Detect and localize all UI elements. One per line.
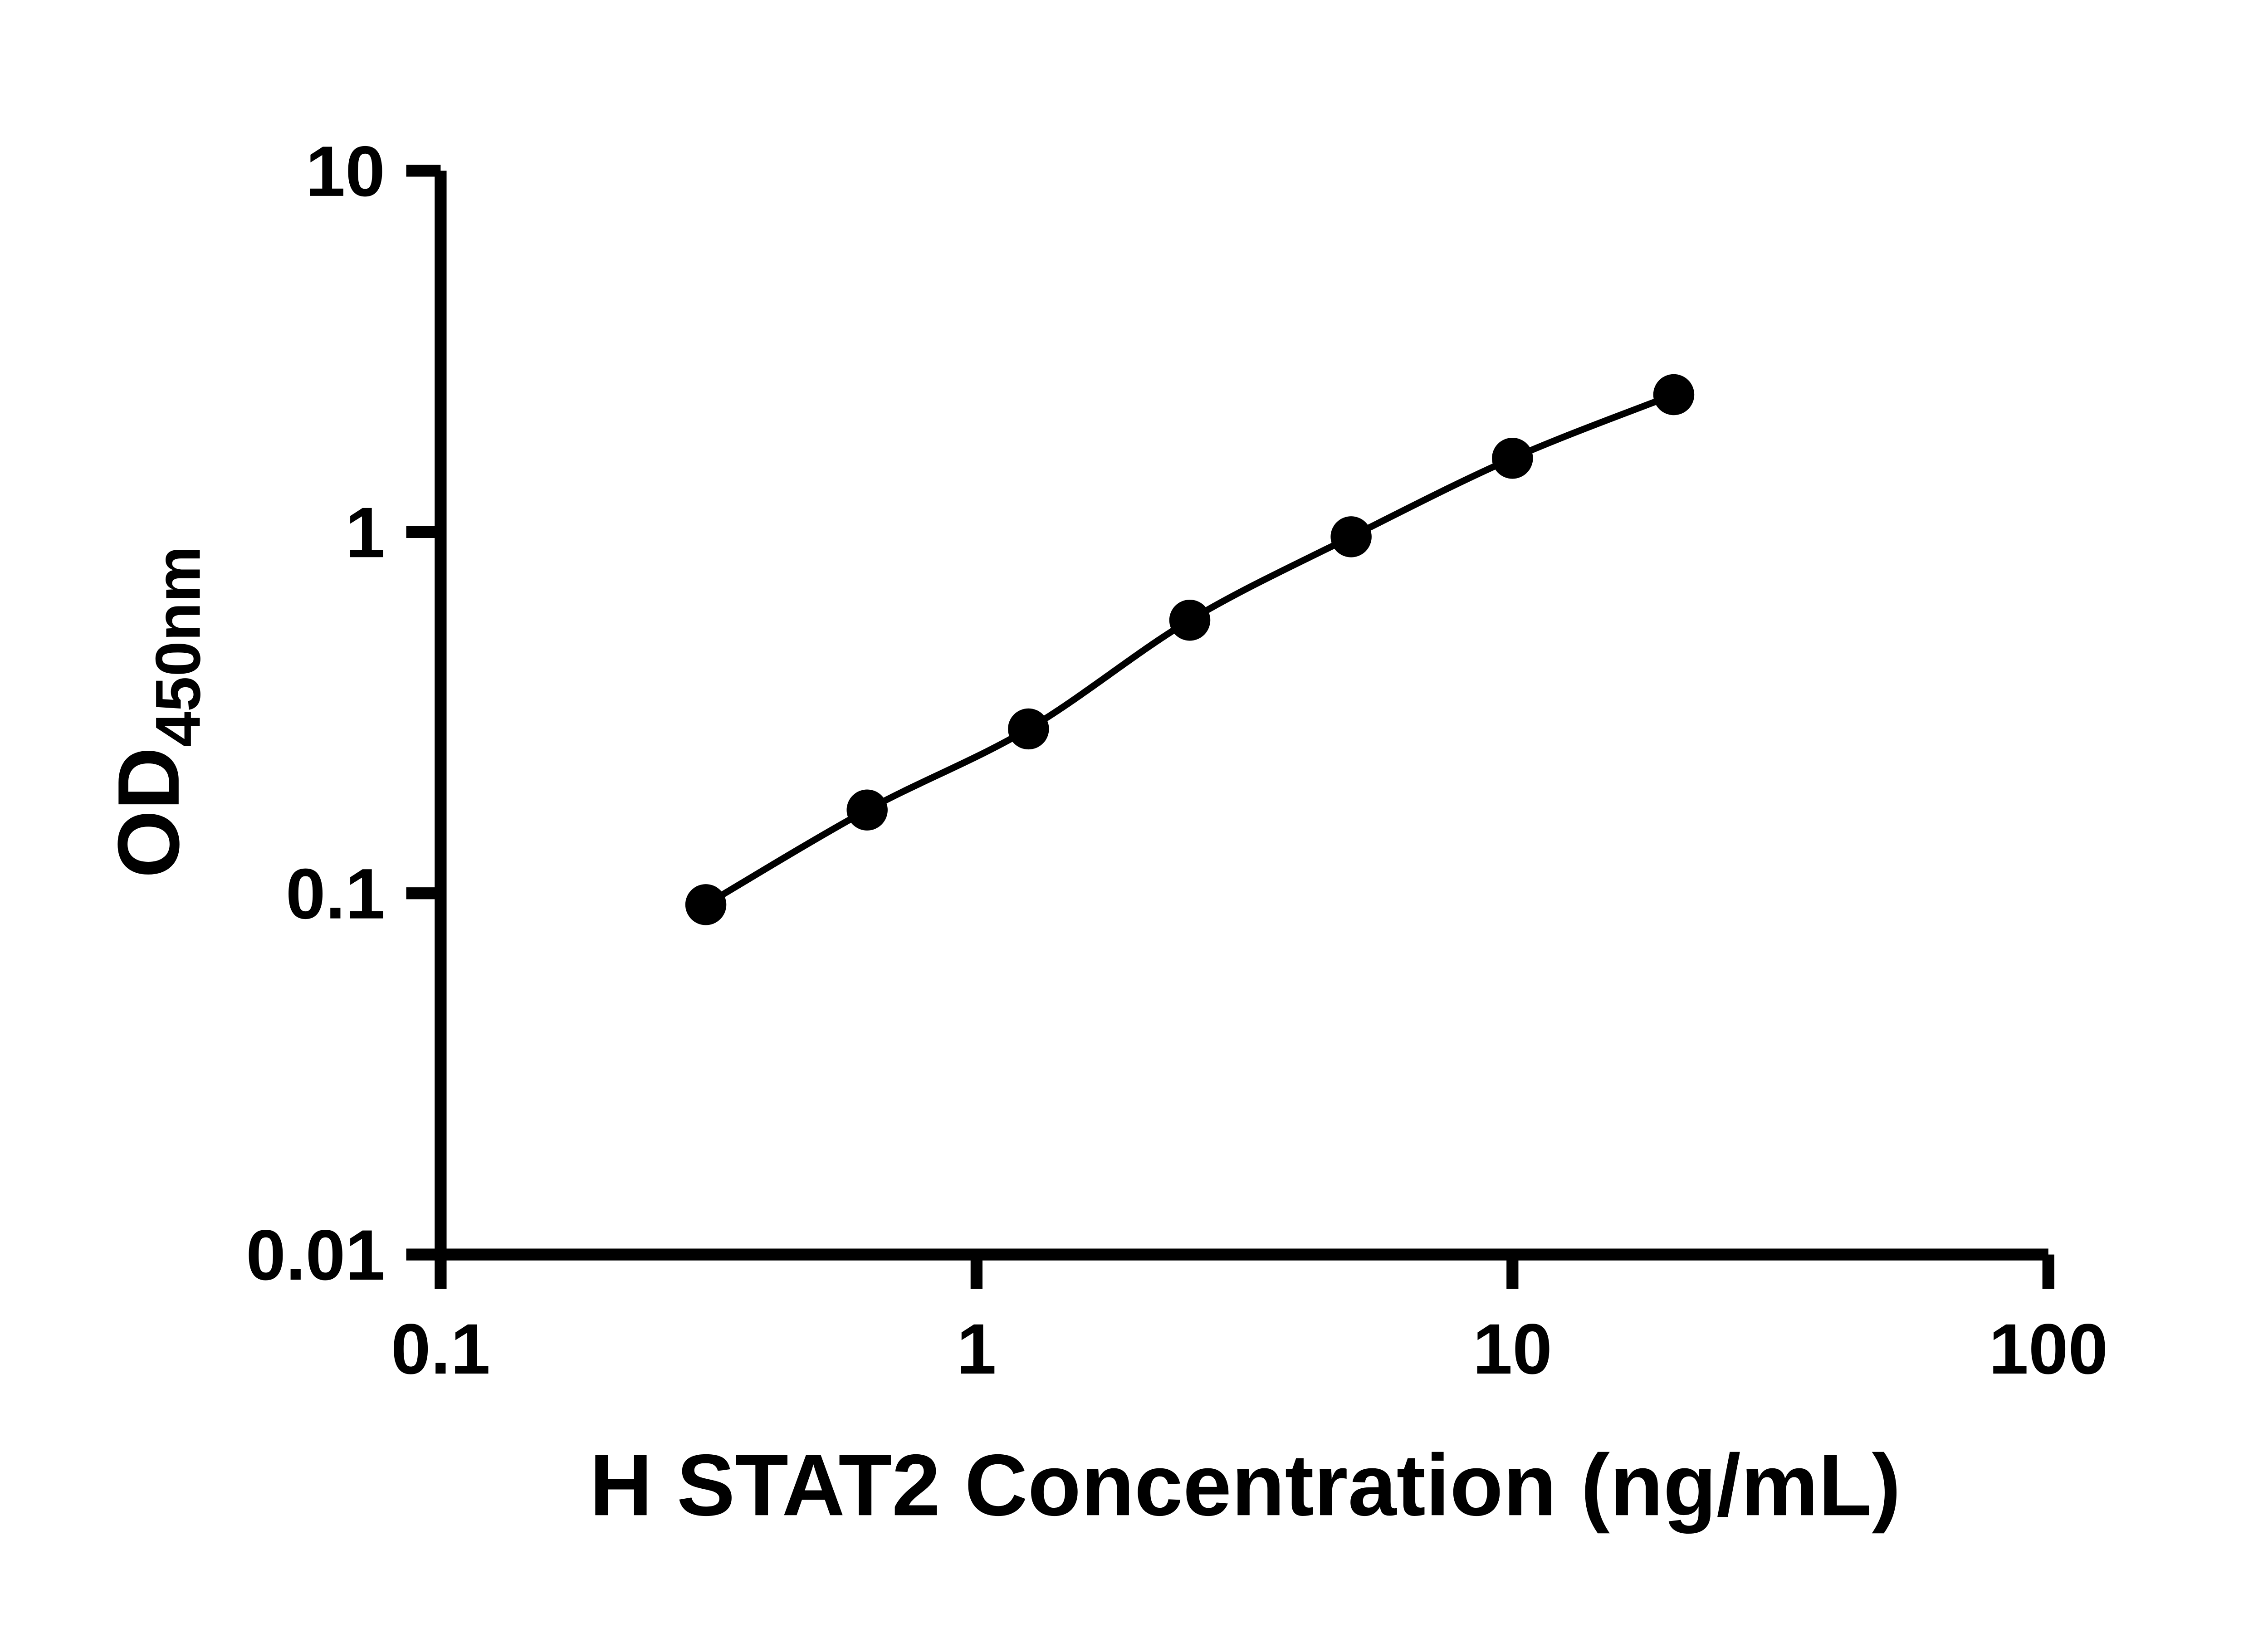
series-layer bbox=[685, 374, 1695, 925]
data-point bbox=[1008, 708, 1049, 750]
x-axis-tick-label: 10 bbox=[1473, 1309, 1552, 1389]
y-axis-title: OD450nm bbox=[100, 546, 214, 878]
y-axis-tick-label: 1 bbox=[345, 493, 385, 572]
x-axis-title: H STAT2 Concentration (ng/mL) bbox=[589, 1436, 1901, 1534]
data-point bbox=[1330, 516, 1372, 557]
data-point bbox=[846, 789, 888, 831]
data-point bbox=[1169, 600, 1211, 641]
y-axis-tick-label: 0.1 bbox=[286, 854, 385, 934]
data-point bbox=[1492, 438, 1533, 479]
y-axis-title-sub: 450nm bbox=[142, 546, 213, 747]
data-point bbox=[685, 884, 727, 925]
y-axis-tick-label: 10 bbox=[306, 132, 385, 211]
x-axis-tick-label: 0.1 bbox=[391, 1309, 490, 1389]
data-point bbox=[1653, 374, 1695, 416]
x-axis-tick-label: 1 bbox=[957, 1309, 997, 1389]
x-axis-tick-label: 100 bbox=[1989, 1309, 2108, 1389]
y-axis-tick-label: 0.01 bbox=[246, 1215, 385, 1295]
standard-curve-line bbox=[702, 391, 1677, 908]
y-axis-title-main: OD bbox=[100, 747, 197, 878]
axis-spines bbox=[435, 171, 2048, 1261]
